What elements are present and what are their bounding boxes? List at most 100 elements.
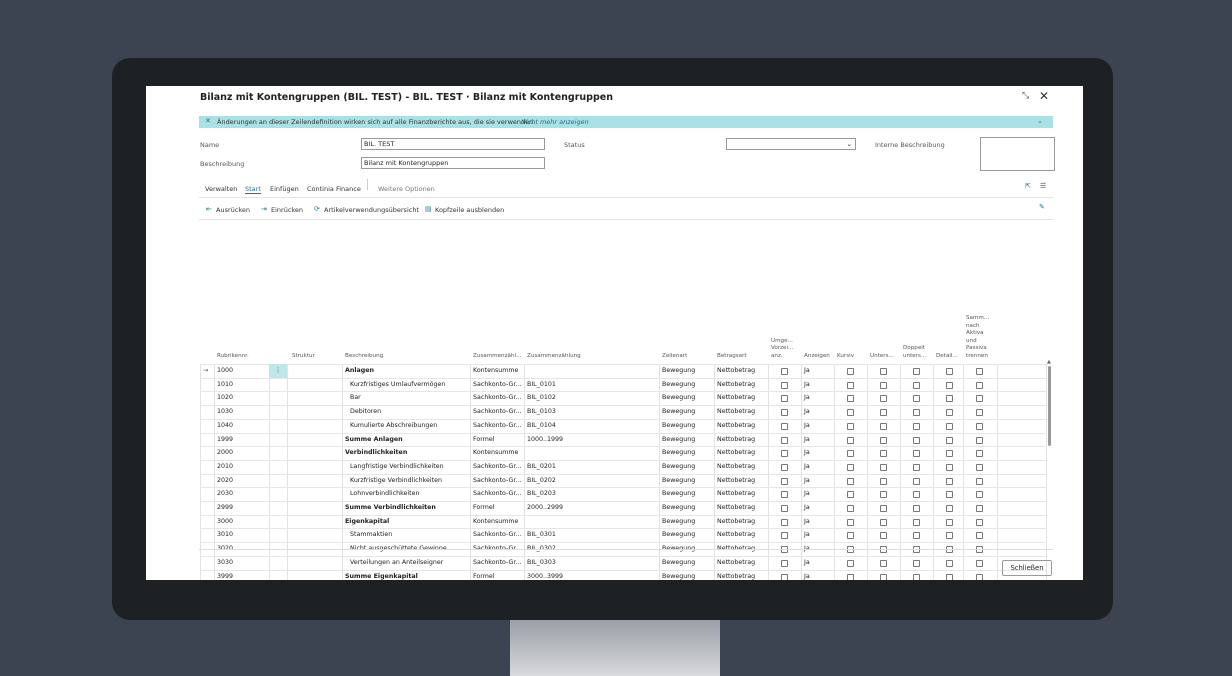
- cell-totaling-type[interactable]: Sachkonto-Gr...: [473, 462, 522, 470]
- column-header[interactable]: Detail...: [936, 352, 958, 359]
- checkbox[interactable]: [781, 409, 788, 417]
- banner-close[interactable]: ✕: [205, 117, 211, 125]
- cell-totaling-type[interactable]: Sachkonto-Gr...: [473, 421, 522, 429]
- checkbox[interactable]: [781, 450, 788, 458]
- checkbox[interactable]: [880, 491, 887, 499]
- tab[interactable]: Weitere Optionen: [378, 185, 435, 193]
- checkbox[interactable]: [913, 381, 920, 389]
- column-header[interactable]: Samm... nach Aktiva und Passiva trennen: [966, 315, 990, 359]
- banner-link[interactable]: Nicht mehr anzeigen: [521, 118, 589, 126]
- cell-show[interactable]: Ja: [804, 531, 810, 539]
- cell-row-type[interactable]: Bewegung: [659, 542, 714, 556]
- cell-totaling-type[interactable]: Sachkonto-Gr...: [473, 394, 522, 402]
- status-select[interactable]: ⌄: [726, 138, 856, 150]
- banner-expand[interactable]: ⌄: [1037, 117, 1043, 125]
- cell-totaling[interactable]: BIL_0102: [527, 394, 556, 402]
- cell-row-type[interactable]: Bewegung: [662, 421, 696, 429]
- checkbox[interactable]: [781, 518, 788, 526]
- cell-number[interactable]: 2020: [217, 476, 234, 484]
- action-button[interactable]: Einrücken: [271, 206, 304, 214]
- tab[interactable]: Start: [245, 185, 261, 194]
- column-header[interactable]: Zusammenzählung: [527, 352, 581, 359]
- checkbox[interactable]: [913, 436, 920, 444]
- checkbox[interactable]: [946, 450, 953, 458]
- cell-number[interactable]: 2999: [217, 504, 234, 511]
- checkbox[interactable]: [781, 395, 788, 403]
- checkbox[interactable]: [847, 491, 854, 499]
- cell-number[interactable]: 1999: [217, 435, 234, 443]
- checkbox[interactable]: [781, 463, 788, 471]
- checkbox[interactable]: [781, 491, 788, 499]
- scroll-up[interactable]: ▲: [1047, 359, 1051, 365]
- cell-number[interactable]: 3020: [214, 542, 269, 556]
- cell-amount-type[interactable]: Nettobetrag: [717, 517, 756, 525]
- checkbox[interactable]: [880, 395, 887, 403]
- cell-totaling-type[interactable]: Sachkonto-Gr...: [473, 558, 522, 566]
- checkbox[interactable]: [913, 505, 920, 512]
- internal-description-input[interactable]: [980, 137, 1055, 171]
- checkbox[interactable]: [781, 505, 788, 512]
- cell-show[interactable]: Ja: [804, 462, 810, 470]
- cell-totaling-type[interactable]: Formel: [473, 504, 495, 511]
- cell-number[interactable]: 3030: [217, 558, 234, 566]
- checkbox[interactable]: [976, 573, 983, 580]
- checkbox[interactable]: [976, 436, 983, 444]
- cell-show[interactable]: Ja: [804, 490, 810, 498]
- cell-amount-type[interactable]: Nettobetrag: [717, 421, 756, 429]
- checkbox[interactable]: [946, 436, 953, 444]
- checkbox[interactable]: [976, 450, 983, 458]
- checkbox[interactable]: [946, 559, 953, 567]
- checkbox[interactable]: [913, 477, 920, 485]
- checkbox[interactable]: [781, 381, 788, 389]
- tab[interactable]: Continia Finance: [307, 185, 361, 193]
- cell-row-type[interactable]: Bewegung: [662, 517, 696, 525]
- checkbox[interactable]: [946, 532, 953, 540]
- checkbox[interactable]: [847, 505, 854, 512]
- cell-amount-type[interactable]: Nettobetrag: [717, 408, 756, 416]
- cell-number[interactable]: 1010: [217, 380, 234, 388]
- checkbox[interactable]: [880, 477, 887, 485]
- cell-number[interactable]: 3000: [217, 517, 234, 525]
- checkbox[interactable]: [946, 491, 953, 499]
- column-header[interactable]: Umge... Vorzei... anz.: [771, 337, 794, 359]
- cell-amount-type[interactable]: Nettobetrag: [717, 490, 756, 498]
- checkbox[interactable]: [913, 422, 920, 430]
- checkbox[interactable]: [847, 450, 854, 458]
- checkbox[interactable]: [847, 368, 854, 375]
- toolbar-icon[interactable]: ☰: [1040, 182, 1047, 190]
- cell-totaling[interactable]: 1000..1999: [527, 435, 564, 443]
- checkbox[interactable]: [847, 381, 854, 389]
- cell-totaling-type[interactable]: Kontensumme: [473, 449, 519, 457]
- checkbox[interactable]: [880, 573, 887, 580]
- cell-description[interactable]: Summe Anlagen: [345, 435, 403, 443]
- cell-totaling[interactable]: BIL_0203: [527, 490, 556, 498]
- cell-amount-type[interactable]: Nettobetrag: [714, 542, 768, 556]
- checkbox[interactable]: [946, 477, 953, 485]
- cell-show[interactable]: Ja: [804, 572, 810, 580]
- checkbox[interactable]: [913, 463, 920, 471]
- checkbox[interactable]: [946, 505, 953, 512]
- checkbox[interactable]: [946, 381, 953, 389]
- checkbox[interactable]: [880, 463, 887, 471]
- checkbox[interactable]: [913, 532, 920, 540]
- checkbox[interactable]: [913, 491, 920, 499]
- row-menu[interactable]: ⋮: [269, 364, 287, 378]
- cell-amount-type[interactable]: Nettobetrag: [717, 367, 756, 374]
- cell-row-type[interactable]: Bewegung: [662, 572, 696, 580]
- checkbox[interactable]: [880, 518, 887, 526]
- cell-description[interactable]: Langfristige Verbindlichkeiten: [350, 462, 444, 470]
- cell-show[interactable]: Ja: [804, 558, 810, 566]
- cell-description[interactable]: Anlagen: [345, 367, 375, 374]
- checkbox[interactable]: [976, 505, 983, 512]
- cell-show[interactable]: Ja: [804, 421, 810, 429]
- cell-description[interactable]: Summe Verbindlichkeiten: [345, 504, 436, 511]
- checkbox[interactable]: [913, 518, 920, 526]
- cell-number[interactable]: 2000: [217, 449, 234, 457]
- cell-number[interactable]: 3010: [217, 531, 234, 539]
- cell-totaling-type[interactable]: Sachkonto-Gr...: [473, 490, 522, 498]
- cell-row-type[interactable]: Bewegung: [662, 367, 696, 374]
- close-icon[interactable]: ✕: [1039, 89, 1050, 103]
- cell-totaling[interactable]: 2000..2999: [527, 504, 564, 511]
- cell-number[interactable]: 1020: [217, 394, 234, 402]
- cell-number[interactable]: 2010: [217, 462, 234, 470]
